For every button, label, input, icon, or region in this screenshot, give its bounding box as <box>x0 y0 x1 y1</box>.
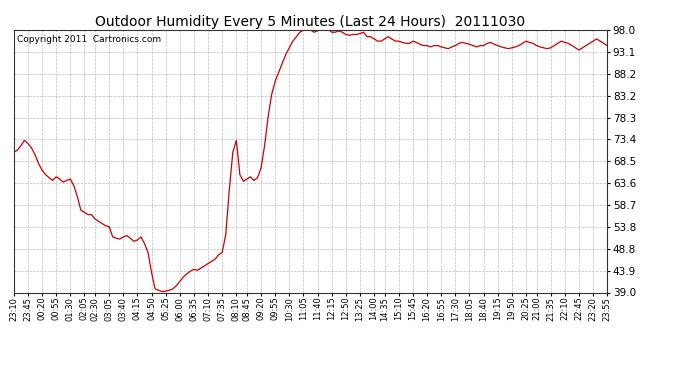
Text: Copyright 2011  Cartronics.com: Copyright 2011 Cartronics.com <box>17 35 161 44</box>
Title: Outdoor Humidity Every 5 Minutes (Last 24 Hours)  20111030: Outdoor Humidity Every 5 Minutes (Last 2… <box>95 15 526 29</box>
